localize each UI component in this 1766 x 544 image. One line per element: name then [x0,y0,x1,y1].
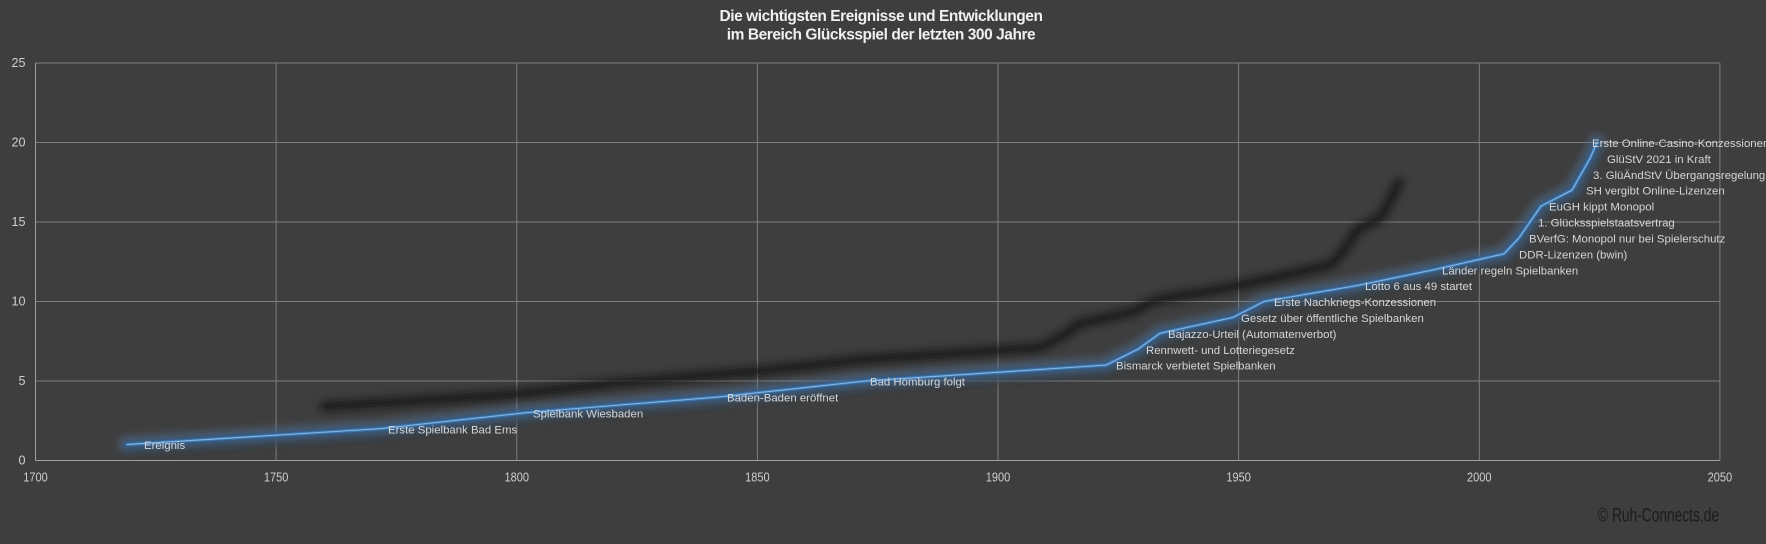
svg-text:Länder regeln Spielbanken: Länder regeln Spielbanken [1442,265,1578,277]
svg-text:1750: 1750 [264,471,289,485]
svg-text:Erste Spielbank Bad Ems: Erste Spielbank Bad Ems [388,424,517,436]
svg-text:1900: 1900 [986,471,1011,485]
svg-text:5: 5 [18,374,25,388]
svg-text:1700: 1700 [23,471,48,485]
svg-text:EuGH kippt Monopol: EuGH kippt Monopol [1549,202,1654,214]
svg-text:1. Glücksspielstaatsvertrag: 1. Glücksspielstaatsvertrag [1538,218,1675,230]
svg-text:Baden-Baden eröffnet: Baden-Baden eröffnet [727,393,839,405]
svg-text:Erste Online-Casino-Konzession: Erste Online-Casino-Konzessionen [1592,138,1766,150]
svg-text:Die wichtigsten Ereignisse und: Die wichtigsten Ereignisse und Entwicklu… [720,8,1043,25]
svg-text:15: 15 [11,215,25,229]
svg-text:GlüStV 2021 in Kraft: GlüStV 2021 in Kraft [1607,154,1712,166]
svg-text:im Bereich Glücksspiel der let: im Bereich Glücksspiel der letzten 300 J… [727,26,1036,43]
svg-text:Bajazzo-Urteil (Automatenverbo: Bajazzo-Urteil (Automatenverbot) [1168,329,1337,341]
svg-text:© Ruh-Connects.de: © Ruh-Connects.de [1598,506,1719,527]
svg-text:Bismarck verbietet Spielbanken: Bismarck verbietet Spielbanken [1116,361,1276,373]
svg-text:Rennwett- und Lotteriegesetz: Rennwett- und Lotteriegesetz [1146,345,1295,357]
svg-text:Lotto 6 aus 49 startet: Lotto 6 aus 49 startet [1365,281,1473,293]
svg-text:1950: 1950 [1226,471,1251,485]
svg-text:Ereignis: Ereignis [144,440,185,452]
svg-text:Erste Nachkriegs-Konzessionen: Erste Nachkriegs-Konzessionen [1274,297,1436,309]
svg-text:10: 10 [11,295,25,309]
svg-text:3. GlüÄndStV Übergangsregelung: 3. GlüÄndStV Übergangsregelung [1593,170,1765,182]
svg-text:DDR-Lizenzen (bwin): DDR-Lizenzen (bwin) [1519,249,1627,261]
svg-text:BVerfG: Monopol nur bei Spiele: BVerfG: Monopol nur bei Spielerschutz [1529,234,1726,246]
svg-text:Gesetz über öffentliche Spielb: Gesetz über öffentliche Spielbanken [1241,313,1424,325]
svg-text:Bad Homburg folgt: Bad Homburg folgt [870,377,966,389]
svg-text:0: 0 [18,454,25,468]
svg-text:1850: 1850 [745,471,770,485]
svg-text:1800: 1800 [505,471,530,485]
svg-text:2050: 2050 [1708,471,1733,485]
svg-text:25: 25 [11,56,25,70]
svg-text:SH vergibt Online-Lizenzen: SH vergibt Online-Lizenzen [1586,186,1725,198]
svg-text:2000: 2000 [1467,471,1492,485]
svg-text:Spielbank Wiesbaden: Spielbank Wiesbaden [533,408,643,420]
svg-text:20: 20 [11,136,25,150]
